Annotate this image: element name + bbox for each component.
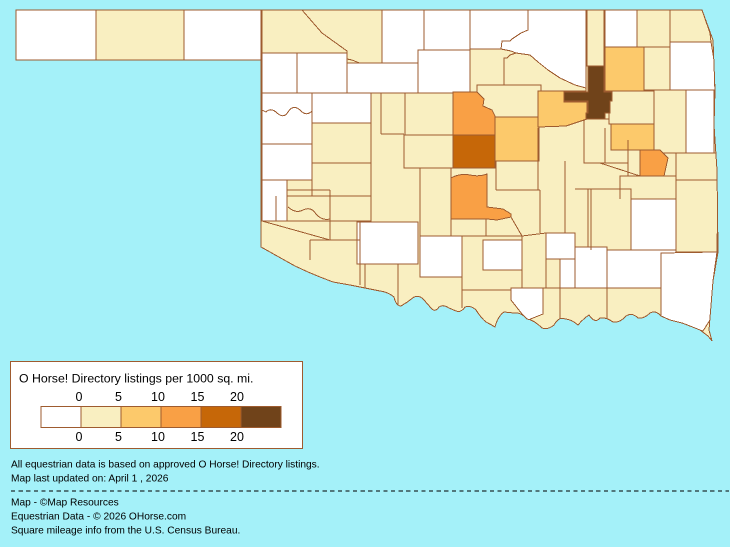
svg-text:O Horse! Directory listings pe: O Horse! Directory listings per 1000 sq.… <box>19 372 253 386</box>
svg-text:5: 5 <box>115 430 122 444</box>
svg-text:20: 20 <box>230 390 244 404</box>
svg-text:Map - ©Map Resources: Map - ©Map Resources <box>11 498 119 509</box>
svg-text:Map last updated on: April 1 ,: Map last updated on: April 1 , 2026 <box>11 474 169 485</box>
svg-text:15: 15 <box>191 390 205 404</box>
svg-text:Square mileage info from the U: Square mileage info from the U.S. Census… <box>11 526 240 537</box>
svg-text:10: 10 <box>151 430 165 444</box>
svg-text:15: 15 <box>191 430 205 444</box>
svg-text:10: 10 <box>151 390 165 404</box>
svg-text:All equestrian data is based o: All equestrian data is based on approved… <box>11 460 320 471</box>
svg-text:0: 0 <box>76 390 83 404</box>
svg-text:Equestrian Data - © 2026 OHors: Equestrian Data - © 2026 OHorse.com <box>11 512 186 523</box>
svg-text:0: 0 <box>76 430 83 444</box>
svg-text:20: 20 <box>230 430 244 444</box>
svg-text:5: 5 <box>115 390 122 404</box>
